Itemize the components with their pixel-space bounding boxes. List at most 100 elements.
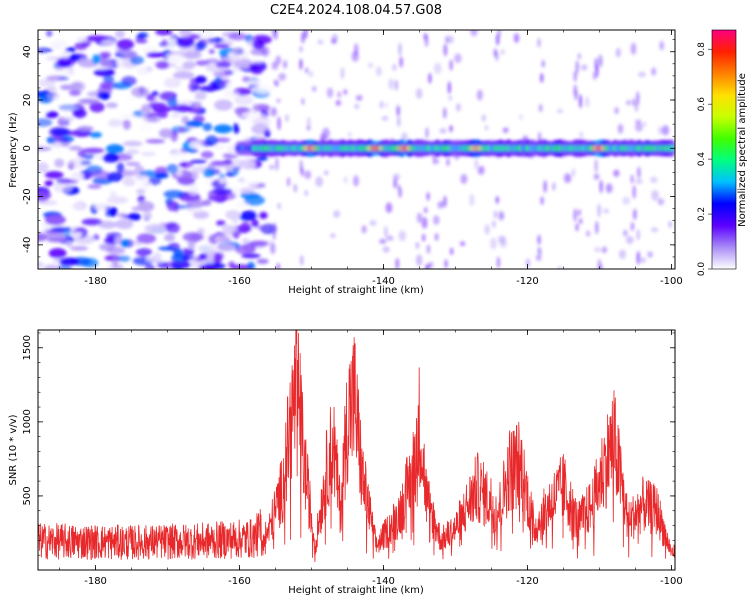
- spectrogram-cell: [38, 200, 58, 206]
- spectrogram-cell: [239, 187, 255, 194]
- spectrogram-cell: [233, 185, 240, 196]
- spectrogram-cell: [203, 168, 215, 178]
- spectrogram-cell: [425, 264, 429, 269]
- spectrogram-cell: [395, 257, 399, 269]
- spectrogram-cell: [105, 144, 124, 154]
- snr-y-tick-label: 1500: [22, 335, 33, 360]
- spectrogram-cell: [421, 216, 428, 229]
- spectrogram-cell: [256, 224, 271, 231]
- spectrogram-cell: [127, 213, 142, 221]
- spectrogram-cell: [93, 68, 115, 77]
- spectrogram-cell: [434, 233, 439, 241]
- spectrogram-cell: [537, 246, 541, 255]
- spectrogram-cell: [593, 173, 600, 181]
- figure-title: C2E4.2024.108.04.57.G08: [270, 3, 442, 18]
- spectrogram-cell: [78, 98, 100, 105]
- spectrogram-cell: [386, 235, 394, 241]
- spectrogram-cell: [157, 261, 170, 269]
- spectrogram-cell: [460, 173, 468, 185]
- spectrogram-cell: [213, 124, 233, 134]
- spectrogram-cell: [540, 196, 544, 205]
- spectrogram-cell: [101, 39, 117, 45]
- spectrogram-cell: [597, 203, 601, 218]
- spectrogram-cell: [484, 125, 489, 131]
- spectrogram-cell: [659, 40, 664, 51]
- spectrogram-cell: [307, 117, 311, 129]
- spectrogram-cell: [80, 160, 92, 166]
- spectrogram-cell: [595, 221, 599, 235]
- spectrogram-cell: [99, 61, 114, 67]
- spectrogram-cell: [397, 184, 401, 192]
- spectrogram-cell: [116, 162, 125, 173]
- spectrogram-cell: [632, 185, 636, 199]
- spectrogram-cell: [474, 158, 479, 170]
- spectrogram-cell: [89, 131, 103, 138]
- spectrogram-cell: [519, 114, 523, 120]
- spectrogram-cell: [46, 30, 53, 37]
- spectrogram-cell: [433, 215, 440, 225]
- spectrogram-cell: [68, 54, 80, 60]
- spectrogram-cell: [193, 210, 210, 220]
- spectrogram-x-tick-label: -160: [228, 276, 251, 287]
- spectrogram-cell: [213, 99, 233, 111]
- spectrogram-cell: [573, 70, 577, 82]
- spectrogram-cell: [443, 107, 447, 119]
- spectrogram-cell: [44, 171, 64, 179]
- spectrogram-cell: [446, 35, 454, 44]
- spectrogram-cell: [116, 255, 131, 262]
- spectrogram-cell: [635, 178, 643, 185]
- spectrogram-noise-blobs: [38, 30, 672, 269]
- spectrogram-cell: [234, 95, 254, 106]
- spectrogram-cell: [326, 87, 334, 98]
- spectrogram-cell: [379, 101, 384, 109]
- spectrogram-cell: [230, 264, 253, 269]
- spectrogram-cell: [293, 183, 298, 193]
- spectrogram-cell: [134, 175, 147, 180]
- spectrogram-y-tick-label: 0: [22, 145, 33, 151]
- spectrogram-cell: [103, 75, 115, 84]
- spectrogram-cell: [269, 164, 275, 170]
- snr-y-axis-label: SNR (10 * v/v): [8, 414, 19, 485]
- spectrogram-cell: [105, 206, 112, 218]
- spectrogram-cell: [196, 30, 214, 38]
- spectrogram-signal-band: [235, 139, 675, 158]
- spectrogram-cell: [38, 162, 49, 173]
- spectrogram-cell: [456, 103, 461, 112]
- spectrogram-cell: [54, 158, 65, 168]
- spectrogram-panel: -180 -160 -140 -120 -100 40 20 0 -20 -40 Height o…: [8, 29, 683, 296]
- spectrogram-cell: [622, 196, 631, 205]
- spectrogram-cell: [38, 47, 54, 54]
- spectrogram-cell: [202, 38, 216, 45]
- spectrogram-cell: [571, 168, 576, 177]
- spectrogram-cell: [155, 30, 173, 36]
- spectrogram-cell: [428, 72, 432, 84]
- spectrogram-cell: [617, 123, 624, 134]
- spectrogram-cell: [278, 72, 287, 81]
- spectrogram-cell: [177, 177, 196, 186]
- snr-series-line: [38, 330, 675, 563]
- spectrogram-cell: [228, 32, 247, 41]
- spectrogram-cell: [163, 233, 176, 242]
- spectrogram-cell: [469, 193, 475, 206]
- spectrogram-cell: [392, 173, 401, 181]
- spectrogram-cell: [233, 58, 254, 69]
- spectrogram-cell: [495, 196, 499, 204]
- spectrogram-cell: [603, 208, 610, 214]
- spectrogram-cell: [163, 77, 181, 89]
- spectrogram-cell: [172, 265, 184, 269]
- spectrogram-cell: [70, 171, 84, 181]
- spectrogram-cell: [317, 39, 324, 45]
- spectrogram-cell: [454, 53, 462, 64]
- spectrogram-cell: [153, 252, 162, 262]
- spectrogram-cell: [484, 224, 490, 235]
- spectrogram-x-tick-label: -100: [660, 276, 683, 287]
- spectrogram-cell: [537, 37, 541, 48]
- spectrogram-cell: [188, 185, 199, 197]
- spectrogram-cell: [650, 176, 658, 184]
- spectrogram-cell: [188, 207, 196, 213]
- spectrogram-cell: [68, 89, 81, 96]
- spectrogram-cell: [348, 132, 352, 138]
- spectrogram-cell: [213, 43, 230, 49]
- spectrogram-cell: [141, 111, 149, 122]
- spectrogram-cell: [258, 211, 268, 220]
